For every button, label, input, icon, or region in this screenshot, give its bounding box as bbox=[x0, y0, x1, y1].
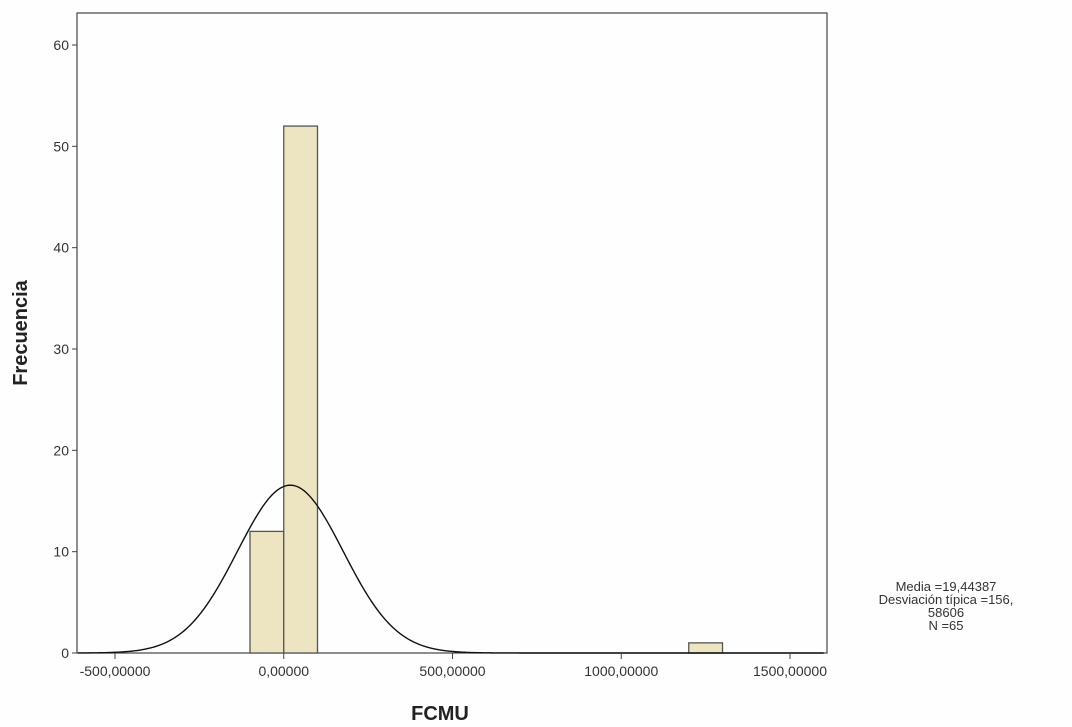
y-tick-label: 20 bbox=[53, 442, 69, 458]
y-axis-title: Frecuencia bbox=[10, 279, 32, 385]
y-tick-label: 60 bbox=[53, 37, 69, 53]
y-tick-label: 50 bbox=[53, 138, 69, 154]
y-axis-ticks: 0 10 20 30 40 50 60 bbox=[53, 37, 77, 661]
mean-text: Media =19,44387 bbox=[895, 579, 997, 594]
x-axis-title: FCMU bbox=[411, 703, 469, 725]
y-tick-label: 40 bbox=[53, 240, 69, 256]
normal-curve bbox=[77, 484, 824, 654]
histogram-bar bbox=[249, 530, 285, 654]
plot-frame bbox=[76, 12, 828, 654]
x-axis-ticks: -500,00000 0,00000 500,00000 1000,00000 1500… bbox=[80, 653, 827, 679]
x-tick-label: 0,00000 bbox=[258, 663, 309, 679]
n-text: N =65 bbox=[928, 618, 964, 633]
y-tick-label: 0 bbox=[61, 645, 69, 661]
x-tick-label: 1500,00000 bbox=[753, 663, 827, 679]
x-tick-label: 1000,00000 bbox=[584, 663, 658, 679]
y-tick-label: 10 bbox=[53, 544, 69, 560]
statistics-legend: Media =19,44387 Desviación típica =156, … bbox=[846, 580, 1046, 632]
bars-group bbox=[249, 125, 724, 654]
x-tick-label: -500,00000 bbox=[80, 663, 151, 679]
sd-text-line1: Desviación típica =156, bbox=[878, 592, 1014, 607]
histogram-bar bbox=[283, 125, 319, 654]
x-tick-label: 500,00000 bbox=[419, 663, 485, 679]
histogram-bar bbox=[688, 642, 724, 654]
y-tick-label: 30 bbox=[53, 341, 69, 357]
sd-text-line2: 58606 bbox=[927, 605, 965, 620]
